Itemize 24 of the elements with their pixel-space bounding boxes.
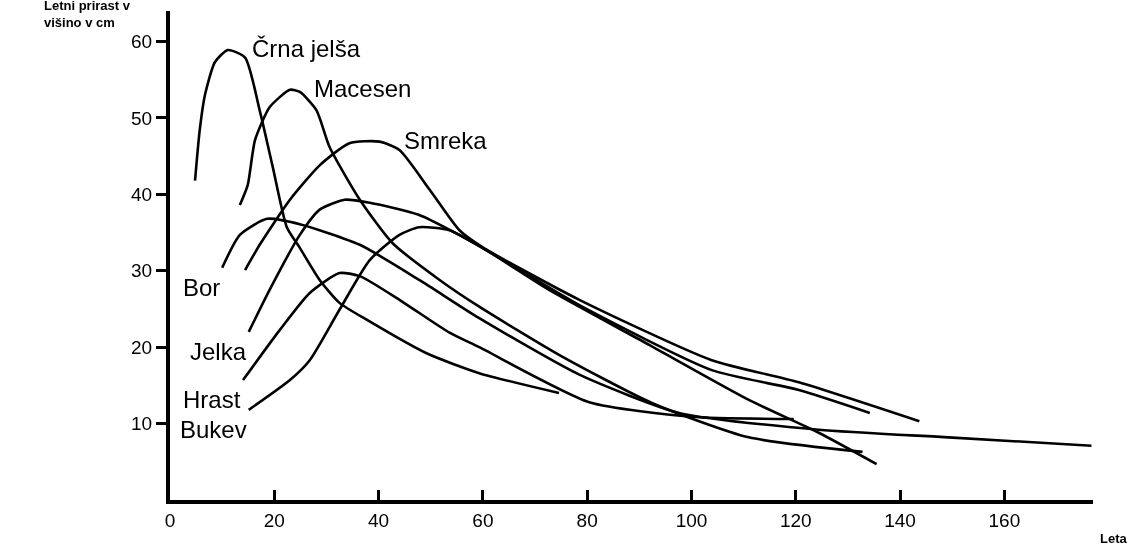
y-tick-label: 50 [131, 107, 153, 129]
series-label: Bukev [180, 416, 247, 443]
x-tick-label: 0 [164, 509, 176, 531]
x-tick-label: 160 [988, 509, 1021, 531]
series-label: Smreka [404, 127, 488, 154]
x-tick-label: 140 [884, 509, 916, 531]
x-tick-label: 120 [779, 509, 812, 531]
series-label: Črna jelša [252, 35, 361, 62]
y-axis-title: Letni prirast v višino v cm [44, 0, 131, 30]
series-label: Bor [183, 274, 221, 301]
x-tick-label: 60 [472, 509, 494, 531]
y-tick-label: 10 [131, 413, 153, 435]
x-tick-label: 80 [576, 509, 598, 531]
y-tick-label: 40 [131, 184, 153, 206]
x-tick-label: 100 [675, 509, 708, 531]
series-label: Hrast [183, 386, 241, 413]
x-axis-title: Leta [1100, 531, 1128, 544]
y-tick-label: 20 [131, 336, 153, 358]
y-tick-label: 60 [131, 31, 153, 53]
x-tick-label: 20 [263, 509, 285, 531]
x-tick-label: 40 [368, 509, 390, 531]
series-label: Macesen [314, 75, 412, 102]
series-label: Jelka [190, 338, 247, 365]
y-tick-label: 30 [131, 260, 153, 282]
